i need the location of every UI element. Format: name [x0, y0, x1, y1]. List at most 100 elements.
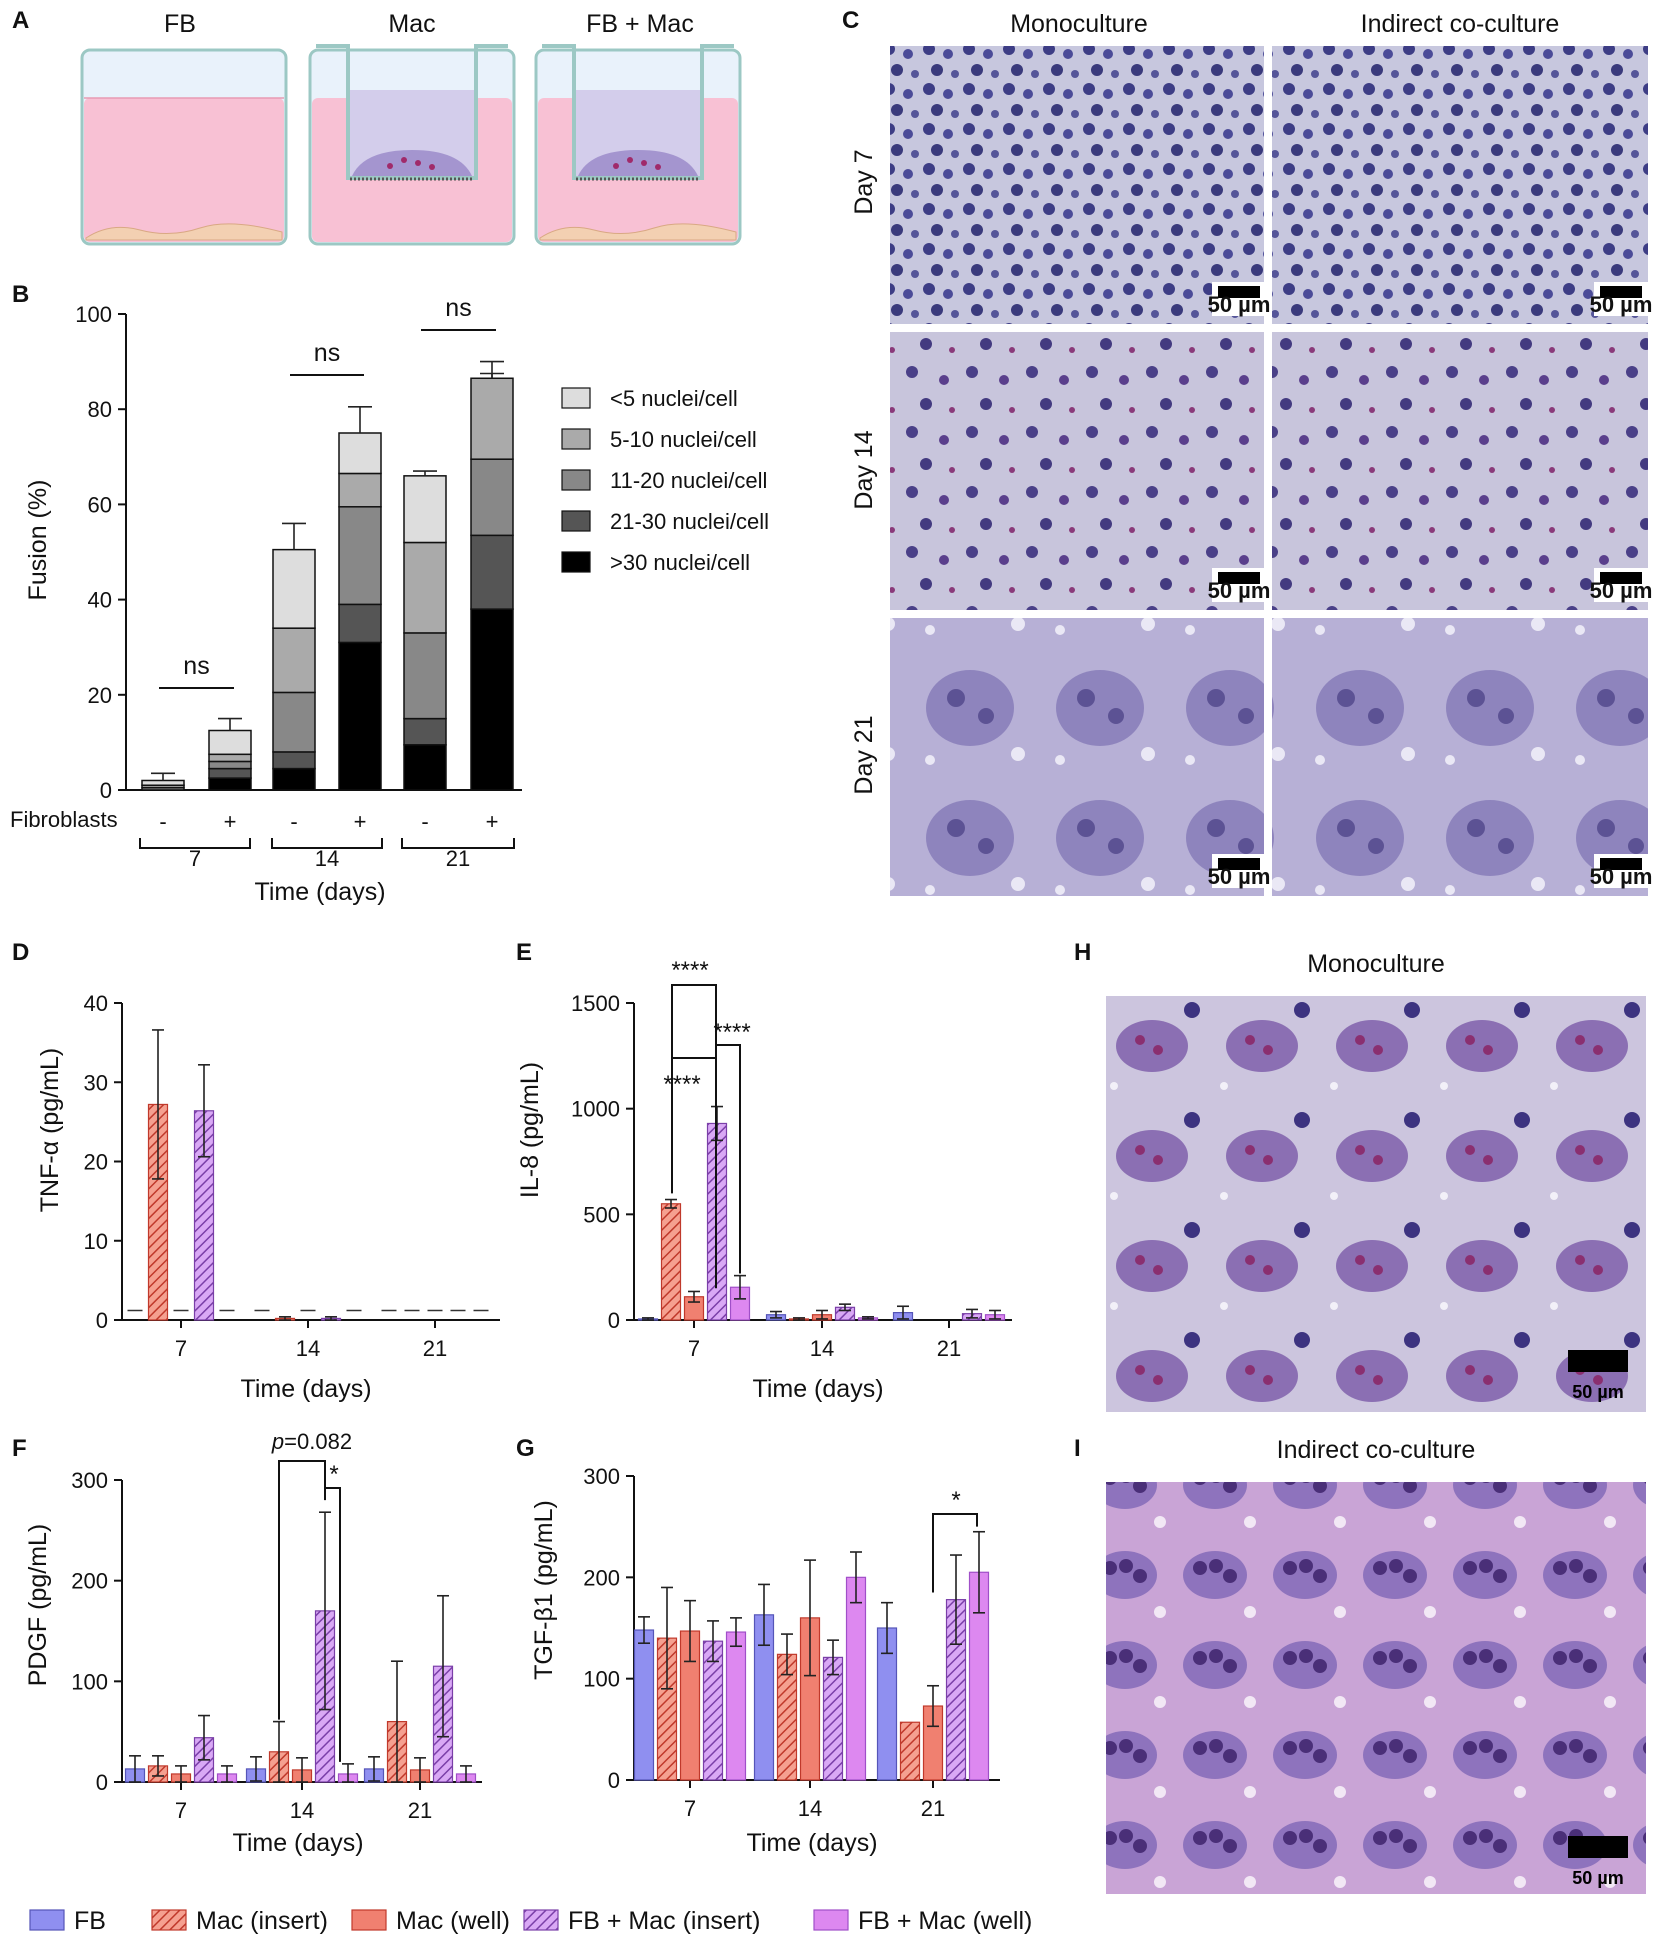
legend-swatch: [523, 1909, 559, 1931]
group-label: 14: [315, 846, 339, 871]
micrograph-day21-monoculture: [890, 618, 1264, 896]
il8-significance: ****: [663, 1071, 700, 1098]
fusion-bar-segment: [208, 729, 252, 756]
panel-label-c: C: [842, 7, 859, 34]
x-tick-label: 7: [688, 1336, 700, 1361]
scale-bar-i-label: 50 µm: [1572, 1868, 1623, 1888]
panel-d: D 0 10 20 30 40 7 14 21 TNF-α (pg/mL) Time (day…: [12, 939, 500, 1403]
fibroblasts-row-label: Fibroblasts: [10, 807, 118, 832]
fusion-legend-swatch: [561, 551, 591, 573]
il8-x-label: Time (days): [752, 1375, 883, 1403]
tnf-x-label: Time (days): [240, 1375, 371, 1403]
panel-h-title: Monoculture: [1307, 950, 1445, 978]
panel-label-i: I: [1074, 1435, 1081, 1462]
fusion-bar-segment: [208, 760, 252, 770]
fusion-y-label: Fusion (%): [24, 480, 52, 601]
x-tick-label: 21: [937, 1336, 961, 1361]
tgf-chart: 0 100 200 300 7 14 21 *: [583, 1464, 1000, 1821]
y-tick-label: 1500: [571, 991, 620, 1016]
fusion-legend-label: 21-30 nuclei/cell: [610, 509, 769, 534]
legend-swatch: [351, 1909, 387, 1931]
scale-bar-label: 50 µm: [1208, 292, 1271, 317]
schematic-label-mac: Mac: [388, 10, 435, 38]
scale-bar-h-label: 50 µm: [1572, 1382, 1623, 1402]
micrograph-row-day7: Day 7: [850, 149, 878, 214]
fusion-bar-segment: [403, 744, 447, 791]
x-tick-label: 14: [798, 1796, 822, 1821]
schematic-label-fb: FB: [164, 10, 196, 38]
fusion-significance-label: ns: [183, 652, 209, 680]
y-tick-label: 1000: [571, 1097, 620, 1122]
panel-f: F 0 100 200 300 7 14 21 p=0.082 * PDGF (pg/mL) T…: [12, 1429, 482, 1857]
fusion-bar-segment: [338, 641, 382, 791]
schematic-well-mac: [308, 44, 516, 246]
fusion-bar-segment: [403, 632, 447, 720]
scale-bar-label: 50 µm: [1590, 864, 1653, 889]
x-tick-label: 14: [810, 1336, 834, 1361]
fusion-bar-segment: [272, 548, 316, 629]
tgf-significance: *: [951, 1487, 960, 1514]
legend-swatch: [29, 1909, 65, 1931]
fusion-bar-segment: [208, 777, 252, 791]
panel-label-d: D: [12, 939, 29, 966]
scale-bar-label: 50 µm: [1208, 864, 1271, 889]
scale-bar: [1600, 858, 1642, 870]
bar: [725, 1631, 747, 1781]
micrograph-h: [1106, 996, 1646, 1412]
fusion-legend-swatch: [561, 469, 591, 491]
micrograph-day7-coculture: [1272, 46, 1648, 324]
y-tick-label: 30: [84, 1070, 108, 1095]
x-tick-label: 21: [921, 1796, 945, 1821]
micrograph-day14-coculture: [1272, 332, 1648, 610]
panel-a: A FB Mac FB + Mac: [12, 7, 742, 246]
scale-bar: [1218, 858, 1260, 870]
micrograph-day7-monoculture: [890, 46, 1264, 324]
micrograph-scale-bars: 50 µm 50 µm 50 µm 50 µm 50 µm 50 µm: [1208, 282, 1653, 889]
y-tick-label: 40: [84, 991, 108, 1016]
il8-chart: 0 500 1000 1500 7 14 21 **** **** ****: [571, 957, 1012, 1361]
micrograph-row-day21: Day 21: [850, 715, 878, 794]
pdgf-bracket: [278, 1460, 326, 1720]
fusion-bar-segment: [403, 541, 447, 634]
fusion-x-label: Time (days): [254, 878, 385, 906]
fusion-legend: <5 nuclei/cell 5-10 nuclei/cell 11-20 nucl…: [561, 386, 769, 575]
fusion-y-tick-label: 20: [88, 683, 112, 708]
fusion-legend-label: 11-20 nuclei/cell: [610, 468, 767, 493]
fusion-bar-segment: [141, 779, 185, 786]
group-bracket: [139, 838, 251, 849]
fusion-y-tick-label: 0: [100, 778, 112, 803]
fusion-significance-label: ns: [445, 294, 471, 322]
fibroblast-mark: -: [421, 809, 428, 834]
scale-bar-h: [1568, 1350, 1628, 1372]
legend-label: FB + Mac (insert): [568, 1907, 760, 1935]
micrograph-day14-monoculture: [890, 332, 1264, 610]
fusion-bar-segment: [470, 458, 514, 537]
x-tick-label: 21: [408, 1798, 432, 1823]
x-tick-label: 14: [296, 1336, 320, 1361]
y-tick-label: 300: [583, 1464, 620, 1489]
y-tick-label: 300: [71, 1468, 108, 1493]
fusion-bar-segment: [208, 767, 252, 779]
fusion-significance-label: ns: [314, 339, 340, 367]
fibroblast-mark: -: [290, 809, 297, 834]
legend-swatch: [151, 1909, 187, 1931]
scale-bar: [1600, 286, 1642, 298]
x-tick-label: 7: [684, 1796, 696, 1821]
bar: [660, 1203, 682, 1321]
il8-significance: ****: [713, 1019, 750, 1046]
y-tick-label: 20: [84, 1150, 108, 1175]
fusion-y-tick-label: 60: [88, 492, 112, 517]
fibroblast-mark: +: [486, 809, 499, 834]
fusion-chart: 0 20 40 60 80 100 - + - + - +7 14 21 ns ns ns: [75, 294, 522, 871]
fusion-bar-segment: [272, 751, 316, 770]
schematic-well-fb-mac: [534, 44, 742, 246]
pdgf-p-symbol: p: [271, 1429, 284, 1454]
micrograph-col-monoculture: Monoculture: [1010, 10, 1148, 38]
schematic-well-fb: [80, 48, 288, 246]
panel-h: H Monoculture 50 µm: [1074, 939, 1646, 1412]
group-bracket: [401, 838, 515, 849]
fusion-bar-segment: [338, 506, 382, 606]
panel-label-h: H: [1074, 939, 1091, 966]
scale-bar: [1218, 572, 1260, 584]
fibroblast-mark: +: [224, 809, 237, 834]
